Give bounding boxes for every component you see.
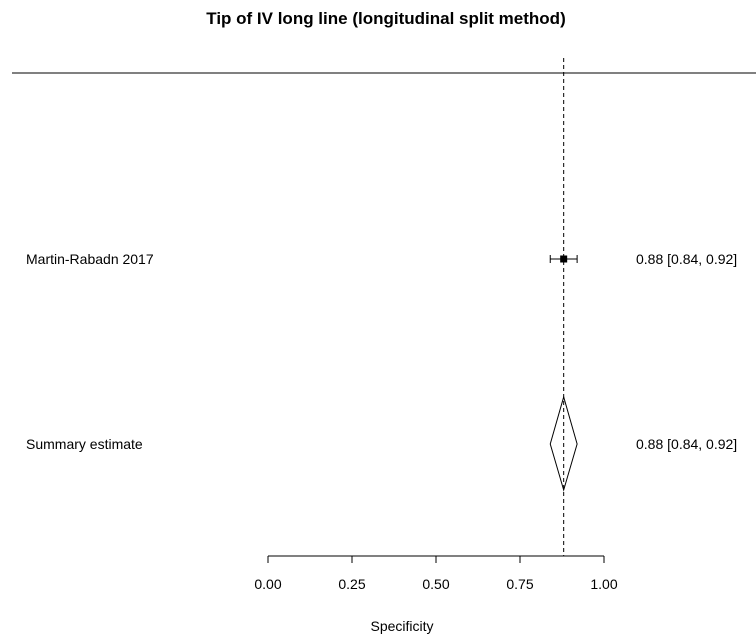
x-axis-label: Specificity (370, 618, 433, 634)
x-tick-label: 0.50 (422, 576, 449, 592)
summary-label: Summary estimate (26, 436, 143, 452)
x-tick-label: 0.75 (506, 576, 533, 592)
summary-estimate-text: 0.88 [0.84, 0.92] (636, 436, 737, 452)
summary-diamond (549, 395, 578, 492)
study-point (560, 255, 568, 263)
chart-title: Tip of IV long line (longitudinal split … (206, 9, 565, 28)
x-tick-label: 0.00 (254, 576, 281, 592)
study-label: Martin-Rabadn 2017 (26, 251, 154, 267)
x-tick-label: 1.00 (590, 576, 617, 592)
x-tick-label: 0.25 (338, 576, 365, 592)
study-estimate-text: 0.88 [0.84, 0.92] (636, 251, 737, 267)
